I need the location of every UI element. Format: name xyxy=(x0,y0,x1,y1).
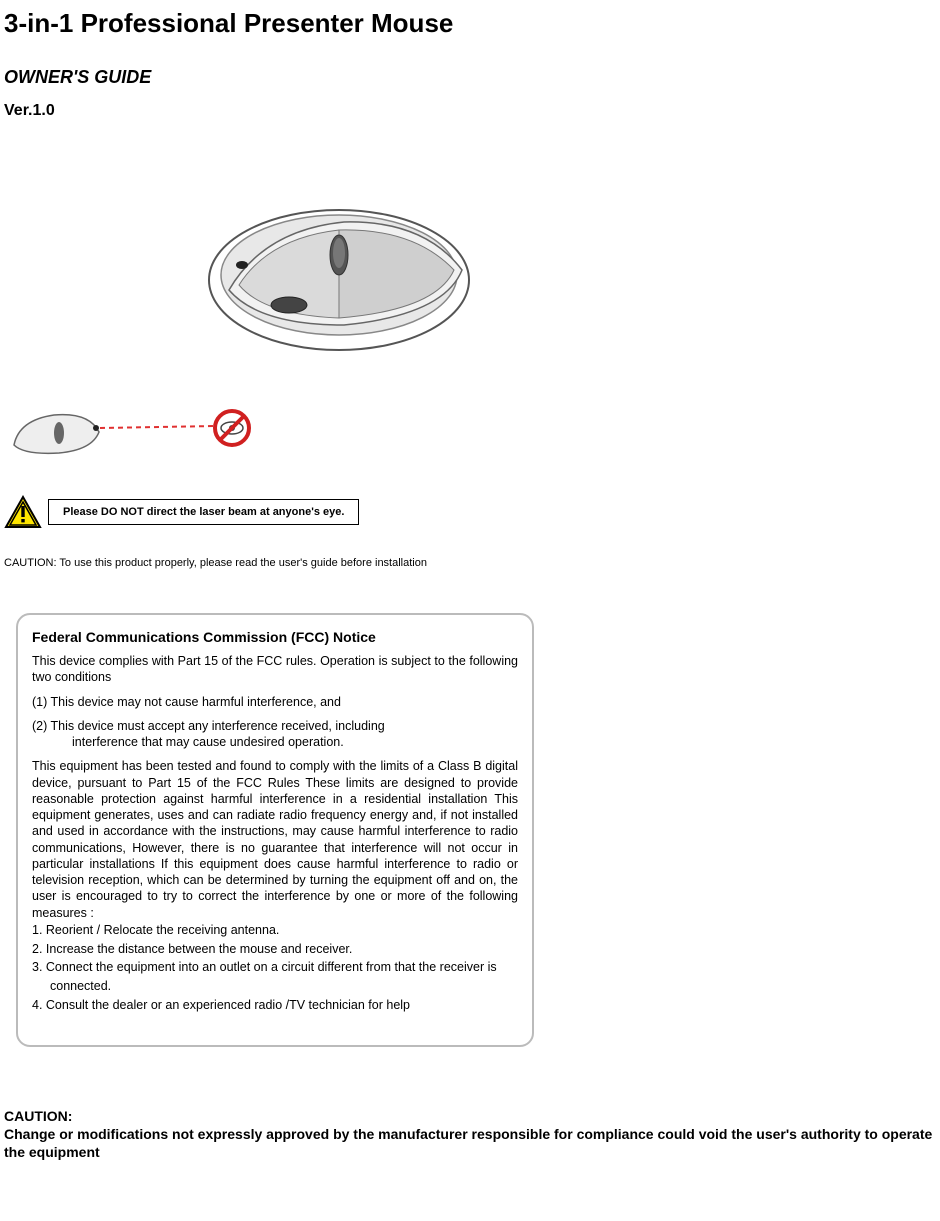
fcc-measure-4: 4. Consult the dealer or an experienced … xyxy=(32,996,518,1015)
fcc-measure-2: 2. Increase the distance between the mou… xyxy=(32,940,518,959)
laser-warning-illustration xyxy=(4,390,936,475)
bottom-caution: CAUTION: Change or modifications not exp… xyxy=(4,1107,936,1162)
page-title: 3-in-1 Professional Presenter Mouse xyxy=(4,8,936,39)
subtitle: OWNER'S GUIDE xyxy=(4,67,936,88)
warning-triangle-icon xyxy=(4,495,42,529)
fcc-body: This equipment has been tested and found… xyxy=(32,758,518,921)
bottom-caution-text: Change or modifications not expressly ap… xyxy=(4,1126,932,1160)
version-label: Ver.1.0 xyxy=(4,102,936,120)
fcc-measure-1: 1. Reorient / Relocate the receiving ant… xyxy=(32,921,518,940)
fcc-measures-list: 1. Reorient / Relocate the receiving ant… xyxy=(32,921,518,1015)
fcc-condition-2a: (2) This device must accept any interfer… xyxy=(32,719,385,733)
caution-install-text: CAUTION: To use this product properly, p… xyxy=(4,557,936,569)
product-image xyxy=(84,160,584,380)
bottom-caution-label: CAUTION: xyxy=(4,1108,72,1124)
fcc-title: Federal Communications Commission (FCC) … xyxy=(32,629,518,645)
fcc-condition-2: (2) This device must accept any interfer… xyxy=(32,718,518,751)
fcc-measure-3: 3. Connect the equipment into an outlet … xyxy=(32,958,518,996)
fcc-condition-1: (1) This device may not cause harmful in… xyxy=(32,694,518,710)
warning-row: Please DO NOT direct the laser beam at a… xyxy=(4,495,936,529)
fcc-notice-box: Federal Communications Commission (FCC) … xyxy=(16,613,534,1047)
laser-warning-text: Please DO NOT direct the laser beam at a… xyxy=(48,499,359,525)
fcc-intro: This device complies with Part 15 of the… xyxy=(32,653,518,686)
fcc-condition-2b: interference that may cause undesired op… xyxy=(32,734,344,750)
